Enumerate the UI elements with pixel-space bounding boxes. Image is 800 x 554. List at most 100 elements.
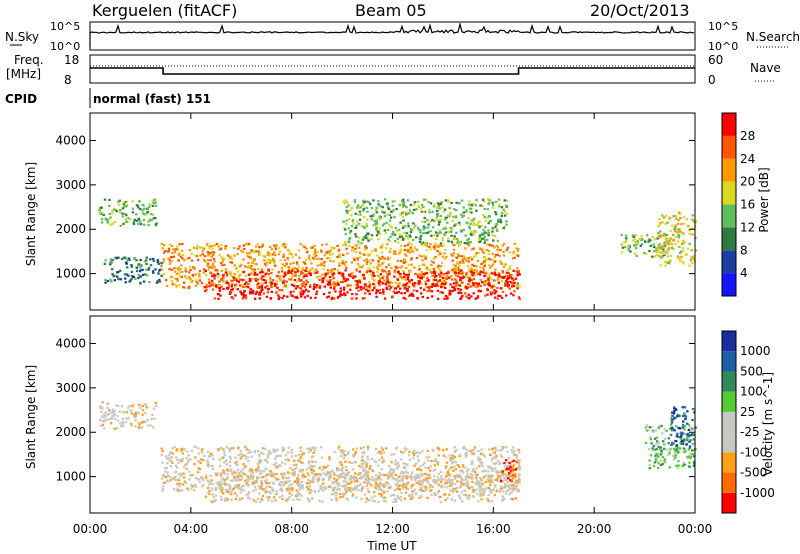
echo-cell <box>298 256 301 259</box>
echo-cell <box>331 252 334 255</box>
echo-cell <box>225 446 229 449</box>
echo-cell <box>130 424 133 427</box>
echo-cell <box>439 270 442 273</box>
echo-cell <box>450 457 453 460</box>
echo-cell <box>478 234 482 238</box>
echo-cell <box>472 284 475 287</box>
echo-cell <box>321 262 325 265</box>
echo-cell <box>218 485 221 488</box>
echo-cell <box>176 487 179 490</box>
echo-cell <box>427 226 430 229</box>
echo-cell <box>460 296 463 299</box>
echo-cell <box>258 461 262 464</box>
echo-cell <box>345 219 348 222</box>
echo-cell <box>341 274 344 277</box>
echo-cell <box>183 465 186 469</box>
echo-cell <box>342 253 345 256</box>
echo-cell <box>128 280 131 283</box>
echo-cell <box>383 198 387 201</box>
echo-cell <box>436 280 440 283</box>
echo-cell <box>509 479 512 482</box>
echo-cell <box>432 449 435 452</box>
echo-cell <box>648 467 651 470</box>
echo-cell <box>345 474 349 477</box>
echo-cell <box>161 247 164 250</box>
echo-cell <box>300 453 304 456</box>
echo-cell <box>433 234 436 237</box>
echo-cell <box>400 478 403 481</box>
echo-cell <box>100 406 104 409</box>
echo-cell <box>388 223 391 226</box>
echo-cell <box>496 469 499 472</box>
echo-cell <box>315 271 318 274</box>
echo-cell <box>125 273 129 276</box>
echo-cell <box>266 454 270 457</box>
echo-cell <box>154 223 158 226</box>
echo-cell <box>322 482 325 485</box>
echo-cell <box>374 481 377 484</box>
echo-cell <box>408 270 411 273</box>
echo-cell <box>473 471 477 474</box>
echo-cell <box>250 455 253 458</box>
echo-cell <box>441 206 444 209</box>
echo-cell <box>323 285 326 288</box>
echo-cell <box>673 406 676 409</box>
echo-cell <box>121 207 125 210</box>
echo-cell <box>514 277 518 280</box>
echo-cell <box>497 203 501 207</box>
echo-cell <box>188 265 192 268</box>
echo-cell <box>150 219 153 222</box>
echo-cell <box>438 229 442 232</box>
echo-cell <box>106 406 109 409</box>
echo-cell <box>333 481 336 484</box>
echo-cell <box>406 250 410 253</box>
echo-cell <box>375 473 378 477</box>
echo-cell <box>234 478 237 481</box>
echo-cell <box>288 484 291 487</box>
echo-cell <box>341 495 345 498</box>
echo-cell <box>483 231 487 234</box>
echo-cell <box>305 486 308 489</box>
echo-cell <box>679 250 683 253</box>
echo-cell <box>297 459 300 462</box>
echo-cell <box>415 208 418 211</box>
echo-cell <box>302 452 305 455</box>
echo-cell <box>460 481 463 484</box>
echo-cell <box>186 460 190 463</box>
echo-cell <box>682 406 686 409</box>
echo-cell <box>202 479 205 482</box>
echo-cell <box>154 217 157 220</box>
echo-cell <box>655 246 658 249</box>
echo-cell <box>440 484 443 487</box>
echo-cell <box>169 465 172 468</box>
echo-cell <box>259 500 262 504</box>
echo-cell <box>122 202 126 206</box>
echo-cell <box>469 222 472 225</box>
echo-cell <box>440 274 443 277</box>
echo-cell <box>253 482 256 485</box>
echo-cell <box>406 243 410 247</box>
echo-cell <box>239 290 242 293</box>
echo-cell <box>248 491 251 494</box>
echo-cell <box>313 449 316 452</box>
echo-cell <box>280 472 283 476</box>
echo-cell <box>429 465 433 468</box>
echo-cell <box>228 261 232 264</box>
echo-cell <box>196 447 200 450</box>
echo-cell <box>300 456 303 459</box>
power-colorbar-tick-label: 24 <box>740 152 755 166</box>
echo-cell <box>682 250 685 253</box>
echo-cell <box>226 254 230 257</box>
echo-cell <box>253 268 257 271</box>
echo-cell <box>188 271 191 274</box>
echo-cell <box>396 495 399 498</box>
echo-cell <box>359 282 362 285</box>
echo-cell <box>421 259 424 262</box>
echo-cell <box>225 497 228 500</box>
echo-cell <box>362 209 365 212</box>
echo-cell <box>481 261 485 264</box>
echo-cell <box>428 287 431 290</box>
echo-cell <box>333 282 336 285</box>
echo-cell <box>693 448 696 451</box>
echo-cell <box>196 471 200 474</box>
